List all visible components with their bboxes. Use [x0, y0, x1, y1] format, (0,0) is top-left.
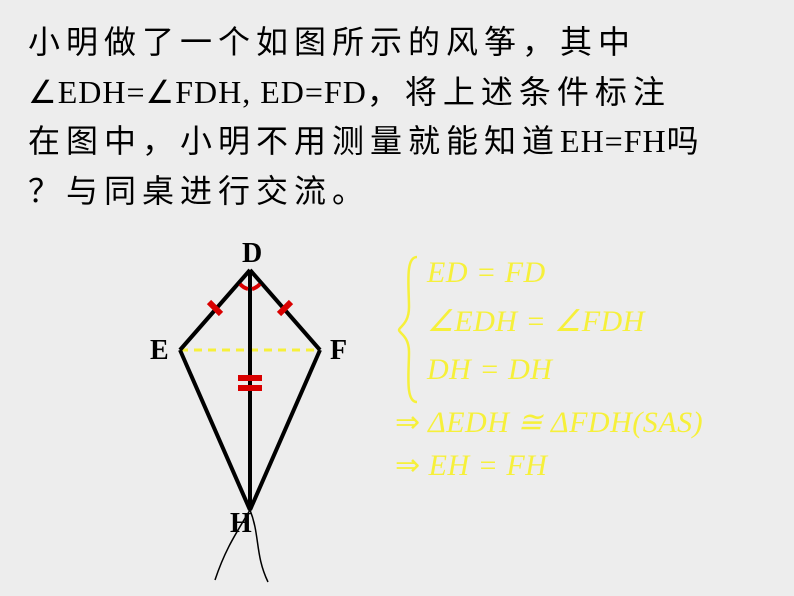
eq-concl1: ⇒ ΔEDH ≅ ΔFDH(SAS) — [395, 405, 775, 440]
problem-text: 小明做了一个如图所示的风筝，其中 ∠EDH=∠FDH, ED=FD，将上述条件标… — [0, 0, 794, 216]
concl2-text: EH = FH — [421, 449, 548, 482]
string2 — [250, 510, 268, 582]
label-d: D — [242, 238, 262, 270]
edge-eh — [180, 350, 250, 510]
label-f: F — [330, 335, 347, 367]
eq-row3: DH = DH — [427, 353, 775, 387]
line2-math: ∠EDH=∠FDH, ED=FD — [28, 74, 367, 110]
arc-left — [240, 284, 248, 289]
line3-pre: 在图中，小明不用测量就能知道 — [28, 123, 560, 159]
line2-post: ，将上述条件标注 — [367, 74, 671, 110]
edge-fh — [250, 350, 320, 510]
kite-diagram: D E F H — [120, 250, 380, 590]
label-h: H — [230, 508, 252, 540]
arc-right — [252, 284, 260, 289]
arrow1: ⇒ — [395, 406, 421, 439]
eq-row1: ED = FD — [427, 256, 775, 290]
line3-math: EH=FH — [560, 123, 667, 159]
eq-concl2: ⇒ EH = FH — [395, 448, 775, 483]
line3-post: 吗 — [667, 123, 705, 159]
concl1-text: ΔEDH ≅ ΔFDH(SAS) — [421, 406, 703, 439]
eq-row2: ∠EDH = ∠FDH — [427, 304, 775, 339]
line4: ？与同桌进行交流。 — [28, 173, 370, 209]
arrow2: ⇒ — [395, 449, 421, 482]
label-e: E — [150, 335, 169, 367]
line1: 小明做了一个如图所示的风筝，其中 — [28, 24, 636, 60]
equations-block: ED = FD ∠EDH = ∠FDH DH = DH ⇒ ΔEDH ≅ ΔFD… — [395, 256, 775, 491]
